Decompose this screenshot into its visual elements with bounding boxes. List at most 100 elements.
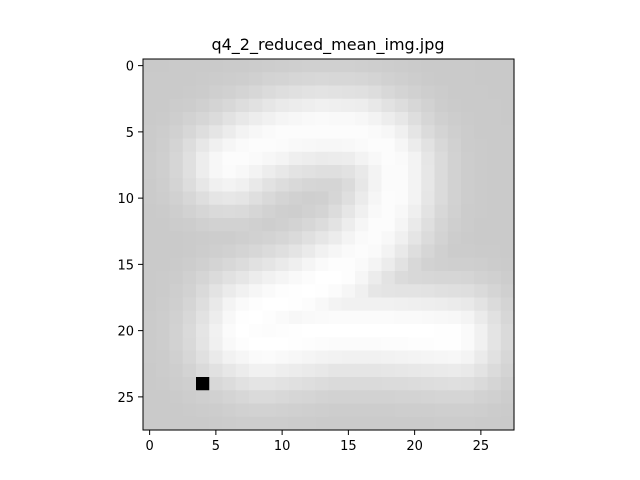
image-pixel	[302, 85, 316, 100]
image-pixel	[328, 72, 343, 87]
image-pixel	[222, 112, 237, 126]
image-pixel	[408, 284, 422, 299]
image-pixel	[169, 151, 184, 166]
image-pixel	[328, 257, 343, 272]
image-pixel	[421, 218, 436, 232]
image-pixel	[368, 112, 383, 126]
image-pixel	[434, 72, 449, 87]
image-pixel	[249, 244, 263, 259]
image-pixel	[447, 403, 462, 418]
image-pixel	[182, 350, 197, 365]
image-pixel	[394, 297, 409, 312]
image-pixel	[156, 138, 171, 153]
image-pixel	[328, 231, 343, 246]
image-pixel	[328, 297, 343, 312]
image-pixel	[196, 363, 210, 378]
image-pixel	[275, 271, 290, 285]
image-pixel	[461, 72, 475, 87]
image-pixel	[461, 231, 475, 246]
image-pixel	[209, 178, 224, 193]
image-pixel	[421, 310, 436, 325]
image-pixel	[275, 416, 290, 431]
image-pixel	[222, 204, 237, 219]
image-pixel	[169, 390, 184, 405]
image-pixel	[275, 218, 290, 232]
image-pixel	[262, 98, 277, 113]
image-pixel	[209, 112, 224, 126]
image-pixel	[275, 350, 290, 365]
image-pixel	[302, 165, 316, 179]
image-pixel	[182, 191, 197, 206]
image-pixel	[474, 112, 489, 126]
image-pixel	[182, 310, 197, 325]
image-pixel	[209, 257, 224, 272]
image-pixel	[394, 324, 409, 338]
image-pixel	[222, 244, 237, 259]
image-pixel	[461, 297, 475, 312]
image-pixel	[487, 350, 502, 365]
image-pixel	[196, 297, 210, 312]
axes-frame	[142, 58, 515, 431]
image-pixel	[341, 244, 356, 259]
image-pixel	[368, 138, 383, 153]
image-pixel	[447, 377, 462, 391]
image-pixel	[275, 231, 290, 246]
image-pixel	[421, 257, 436, 272]
image-pixel	[408, 125, 422, 140]
image-pixel	[182, 363, 197, 378]
image-pixel	[447, 218, 462, 232]
image-pixel	[315, 377, 330, 391]
image-pixel	[474, 72, 489, 87]
y-tick-label: 15	[117, 258, 134, 273]
image-pixel	[434, 257, 449, 272]
image-pixel	[355, 416, 369, 431]
image-pixel	[487, 85, 502, 100]
image-pixel	[341, 337, 356, 352]
image-pixel	[421, 59, 436, 73]
image-pixel	[368, 165, 383, 179]
image-pixel	[500, 112, 515, 126]
image-pixel	[487, 125, 502, 140]
image-pixel	[169, 231, 184, 246]
image-pixel	[143, 257, 157, 272]
image-pixel	[249, 231, 263, 246]
image-pixel	[355, 363, 369, 378]
image-pixel	[262, 191, 277, 206]
image-pixel	[315, 271, 330, 285]
image-pixel	[209, 403, 224, 418]
image-pixel	[341, 112, 356, 126]
image-pixel	[222, 377, 237, 391]
image-pixel	[408, 204, 422, 219]
image-pixel	[302, 151, 316, 166]
image-pixel	[275, 363, 290, 378]
image-pixel	[368, 350, 383, 365]
image-pixel	[235, 72, 250, 87]
image-pixel	[288, 59, 303, 73]
image-pixels	[143, 59, 515, 431]
image-pixel	[156, 204, 171, 219]
image-pixel	[487, 231, 502, 246]
image-pixel	[156, 297, 171, 312]
image-pixel	[487, 165, 502, 179]
image-pixel	[315, 257, 330, 272]
image-pixel	[196, 271, 210, 285]
image-pixel	[182, 257, 197, 272]
image-pixel	[288, 257, 303, 272]
image-pixel	[421, 204, 436, 219]
image-pixel	[288, 284, 303, 299]
image-pixel	[262, 178, 277, 193]
image-pixel	[500, 244, 515, 259]
image-pixel	[288, 416, 303, 431]
image-pixel	[156, 112, 171, 126]
image-pixel	[262, 350, 277, 365]
image-pixel	[182, 297, 197, 312]
image-pixel	[368, 98, 383, 113]
image-pixel	[341, 125, 356, 140]
image-pixel	[275, 324, 290, 338]
image-pixel	[368, 85, 383, 100]
image-pixel	[500, 403, 515, 418]
image-pixel	[235, 244, 250, 259]
image-pixel	[288, 403, 303, 418]
image-pixel	[447, 363, 462, 378]
image-pixel	[368, 310, 383, 325]
